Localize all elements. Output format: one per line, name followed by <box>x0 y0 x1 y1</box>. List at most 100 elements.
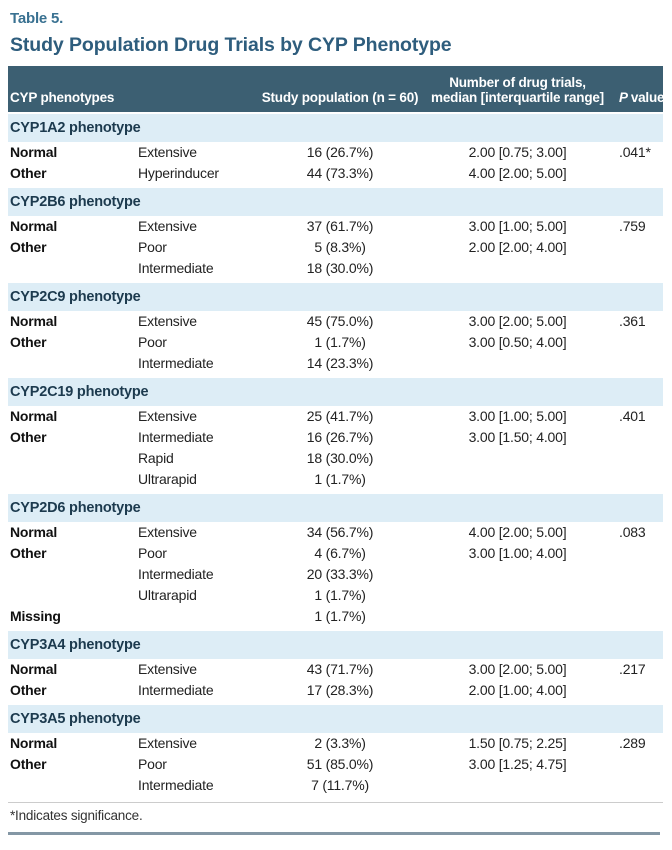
section-rows: Normal Extensive 34 (56.7%) 4.00 [2.00; … <box>8 522 663 631</box>
section-rows: Normal Extensive 45 (75.0%) 3.00 [2.00; … <box>8 311 663 378</box>
table-bottom-rule <box>8 832 660 835</box>
cell-population: 16 (26.7%) <box>306 429 374 445</box>
cell-subtype: Ultrarapid <box>138 587 197 603</box>
footnote: *Indicates significance. <box>10 808 143 823</box>
table-row: Normal Extensive 45 (75.0%) 3.00 [2.00; … <box>8 311 663 332</box>
cell-subtype: Extensive <box>138 218 197 234</box>
cell-pvalue: .289 <box>619 735 646 751</box>
cell-subtype: Extensive <box>138 313 197 329</box>
table-row: Other Poor 5 (8.3%) 2.00 [2.00; 4.00] <box>8 237 663 258</box>
cell-population: 37 (61.7%) <box>306 218 374 234</box>
cell-trials: 1.50 [0.75; 2.25] <box>468 735 567 751</box>
cell-subtype: Poor <box>138 545 167 561</box>
cell-population: 51 (85.0%) <box>306 756 374 772</box>
cell-trials: 3.00 [1.00; 5.00] <box>468 408 567 424</box>
table-row: Rapid 18 (30.0%) <box>8 448 663 469</box>
column-header-drug-trials: Number of drug trials, median [interquar… <box>430 75 605 105</box>
table-row: Other Intermediate 16 (26.7%) 3.00 [1.50… <box>8 427 663 448</box>
table-row: Ultrarapid 1 (1.7%) <box>8 585 663 606</box>
table-row: Other Poor 4 (6.7%) 3.00 [1.00; 4.00] <box>8 543 663 564</box>
cell-group: Other <box>10 545 47 561</box>
section-header: CYP1A2 phenotype <box>8 114 663 142</box>
cell-group: Normal <box>10 218 58 234</box>
table-row: Other Hyperinducer 44 (73.3%) 4.00 [2.00… <box>8 163 663 184</box>
table-row: Intermediate 20 (33.3%) <box>8 564 663 585</box>
section-cyp2d6: CYP2D6 phenotype Normal Extensive 34 (56… <box>8 494 663 631</box>
cell-group: Normal <box>10 313 58 329</box>
table-row: Normal Extensive 37 (61.7%) 3.00 [1.00; … <box>8 216 663 237</box>
section-rows: Normal Extensive 25 (41.7%) 3.00 [1.00; … <box>8 406 663 494</box>
table-row: Normal Extensive 16 (26.7%) 2.00 [0.75; … <box>8 142 663 163</box>
cell-population: 44 (73.3%) <box>306 165 374 181</box>
table-row: Other Poor 51 (85.0%) 3.00 [1.25; 4.75] <box>8 754 663 775</box>
cell-trials: 3.00 [1.50; 4.00] <box>468 429 567 445</box>
section-header: CYP2D6 phenotype <box>8 494 663 522</box>
cell-trials: 3.00 [1.00; 4.00] <box>468 545 567 561</box>
cell-population: 1 (1.7%) <box>314 471 366 487</box>
cell-group: Other <box>10 429 47 445</box>
table-row: Other Intermediate 17 (28.3%) 2.00 [1.00… <box>8 680 663 701</box>
section-rows: Normal Extensive 37 (61.7%) 3.00 [1.00; … <box>8 216 663 283</box>
section-cyp2b6: CYP2B6 phenotype Normal Extensive 37 (61… <box>8 188 663 283</box>
table-label: Table 5. <box>10 10 64 27</box>
cell-population: 5 (8.3%) <box>314 239 366 255</box>
cell-group: Normal <box>10 735 58 751</box>
cell-group: Other <box>10 682 47 698</box>
cell-subtype: Extensive <box>138 524 197 540</box>
cell-group: Missing <box>10 608 61 624</box>
section-rows: Normal Extensive 2 (3.3%) 1.50 [0.75; 2.… <box>8 733 663 800</box>
cell-subtype: Hyperinducer <box>138 165 219 181</box>
cell-subtype: Extensive <box>138 144 197 160</box>
cell-population: 1 (1.7%) <box>314 608 366 624</box>
table-row: Intermediate 14 (23.3%) <box>8 353 663 374</box>
cell-population: 1 (1.7%) <box>314 334 366 350</box>
table-row: Intermediate 7 (11.7%) <box>8 775 663 796</box>
cell-group: Other <box>10 239 47 255</box>
cell-subtype: Poor <box>138 334 167 350</box>
cell-group: Normal <box>10 408 58 424</box>
cell-pvalue: .217 <box>619 661 646 677</box>
section-header: CYP2C9 phenotype <box>8 283 663 311</box>
cell-trials: 2.00 [0.75; 3.00] <box>468 144 567 160</box>
table-row: Normal Extensive 34 (56.7%) 4.00 [2.00; … <box>8 522 663 543</box>
section-header: CYP2C19 phenotype <box>8 378 663 406</box>
cell-trials: 3.00 [2.00; 5.00] <box>468 313 567 329</box>
cell-population: 1 (1.7%) <box>314 587 366 603</box>
cell-subtype: Intermediate <box>138 355 214 371</box>
cell-trials: 3.00 [2.00; 5.00] <box>468 661 567 677</box>
cell-subtype: Extensive <box>138 735 197 751</box>
cell-population: 7 (11.7%) <box>311 777 369 793</box>
cell-population: 25 (41.7%) <box>306 408 374 424</box>
cell-population: 18 (30.0%) <box>306 450 374 466</box>
cell-population: 16 (26.7%) <box>306 144 374 160</box>
section-cyp2c19: CYP2C19 phenotype Normal Extensive 25 (4… <box>8 378 663 494</box>
section-header: CYP2B6 phenotype <box>8 188 663 216</box>
cell-population: 2 (3.3%) <box>314 735 366 751</box>
p-value-italic-p: P <box>619 90 628 105</box>
page-title: Study Population Drug Trials by CYP Phen… <box>10 34 452 56</box>
cell-subtype: Intermediate <box>138 682 214 698</box>
table-row: Normal Extensive 43 (71.7%) 3.00 [2.00; … <box>8 659 663 680</box>
cell-subtype: Extensive <box>138 661 197 677</box>
cell-subtype: Intermediate <box>138 429 214 445</box>
cell-group: Normal <box>10 524 58 540</box>
cell-trials: 4.00 [2.00; 5.00] <box>468 524 567 540</box>
section-cyp2c9: CYP2C9 phenotype Normal Extensive 45 (75… <box>8 283 663 378</box>
table-row: Intermediate 18 (30.0%) <box>8 258 663 279</box>
section-header: CYP3A4 phenotype <box>8 631 663 659</box>
cell-trials: 3.00 [1.00; 5.00] <box>468 218 567 234</box>
cell-subtype: Poor <box>138 239 167 255</box>
cell-population: 43 (71.7%) <box>306 661 374 677</box>
cell-subtype: Intermediate <box>138 566 214 582</box>
cell-group: Other <box>10 334 47 350</box>
cell-pvalue: .083 <box>619 524 646 540</box>
footnote-divider <box>8 802 663 803</box>
table-row: Ultrarapid 1 (1.7%) <box>8 469 663 490</box>
cell-trials: 4.00 [2.00; 5.00] <box>468 165 567 181</box>
cell-pvalue: .361 <box>619 313 646 329</box>
table-row: Normal Extensive 25 (41.7%) 3.00 [1.00; … <box>8 406 663 427</box>
cell-population: 4 (6.7%) <box>314 545 366 561</box>
cell-population: 18 (30.0%) <box>306 260 374 276</box>
cell-group: Normal <box>10 661 58 677</box>
